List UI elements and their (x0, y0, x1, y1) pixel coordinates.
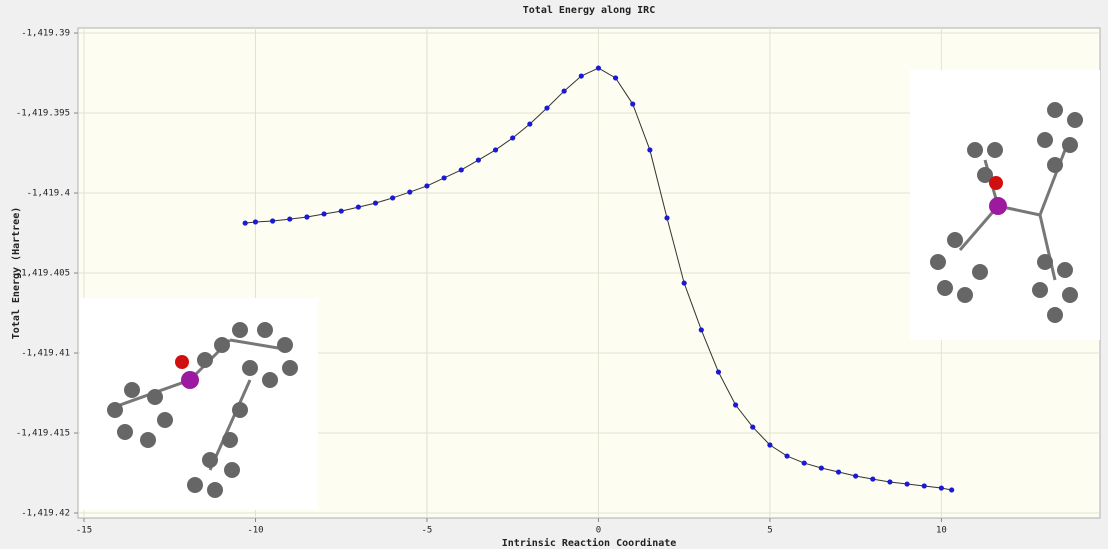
data-point (304, 214, 309, 219)
data-point (510, 135, 515, 140)
data-point (424, 183, 429, 188)
data-point (253, 219, 258, 224)
data-point (819, 465, 824, 470)
data-point (579, 73, 584, 78)
y-tick-label: -1,419.42 (21, 509, 70, 519)
data-point (613, 75, 618, 80)
chart-title: Total Energy along IRC (523, 5, 655, 16)
data-point (596, 65, 601, 70)
data-point (493, 147, 498, 152)
data-point (682, 280, 687, 285)
chart: Total Energy along IRC Intrinsic Reactio… (0, 0, 1108, 549)
y-tick-label: -1,419.39 (21, 29, 70, 39)
data-point (733, 402, 738, 407)
data-point (459, 167, 464, 172)
data-point (853, 473, 858, 478)
data-point (716, 369, 721, 374)
data-point (699, 327, 704, 332)
data-point (527, 121, 532, 126)
data-point (544, 105, 549, 110)
data-point (321, 211, 326, 216)
x-tick-label: 10 (936, 526, 947, 536)
x-tick-label: 5 (767, 526, 772, 536)
data-point (802, 460, 807, 465)
y-tick-label: -1,419.4 (27, 189, 70, 199)
molecule-right (910, 70, 1100, 340)
y-tick-label: -1,419.41 (21, 349, 70, 359)
data-point (407, 189, 412, 194)
data-point (784, 453, 789, 458)
data-point (887, 479, 892, 484)
data-point (442, 175, 447, 180)
data-point (939, 485, 944, 490)
data-point (836, 469, 841, 474)
x-tick-label: -5 (422, 526, 433, 536)
data-point (390, 195, 395, 200)
page: Total Energy along IRC Intrinsic Reactio… (0, 0, 1108, 549)
data-point (647, 147, 652, 152)
data-point (904, 481, 909, 486)
data-point (243, 220, 248, 225)
y-tick-label: -1,419.395 (16, 109, 70, 119)
x-tick-label: -15 (76, 526, 92, 536)
data-point (356, 204, 361, 209)
x-tick-label: -10 (247, 526, 263, 536)
data-point (476, 157, 481, 162)
y-tick-label: -1,419.405 (16, 269, 70, 279)
data-point (373, 200, 378, 205)
data-point (562, 88, 567, 93)
data-point (339, 208, 344, 213)
data-point (664, 215, 669, 220)
data-point (270, 218, 275, 223)
data-point (949, 487, 954, 492)
data-point (630, 101, 635, 106)
data-point (750, 424, 755, 429)
y-tick-label: -1,419.415 (16, 429, 70, 439)
data-point (767, 442, 772, 447)
data-point (922, 483, 927, 488)
x-axis-label: Intrinsic Reaction Coordinate (502, 537, 677, 549)
data-point (287, 216, 292, 221)
molecule-left (80, 298, 318, 510)
data-point (870, 476, 875, 481)
x-tick-label: 0 (596, 526, 601, 536)
